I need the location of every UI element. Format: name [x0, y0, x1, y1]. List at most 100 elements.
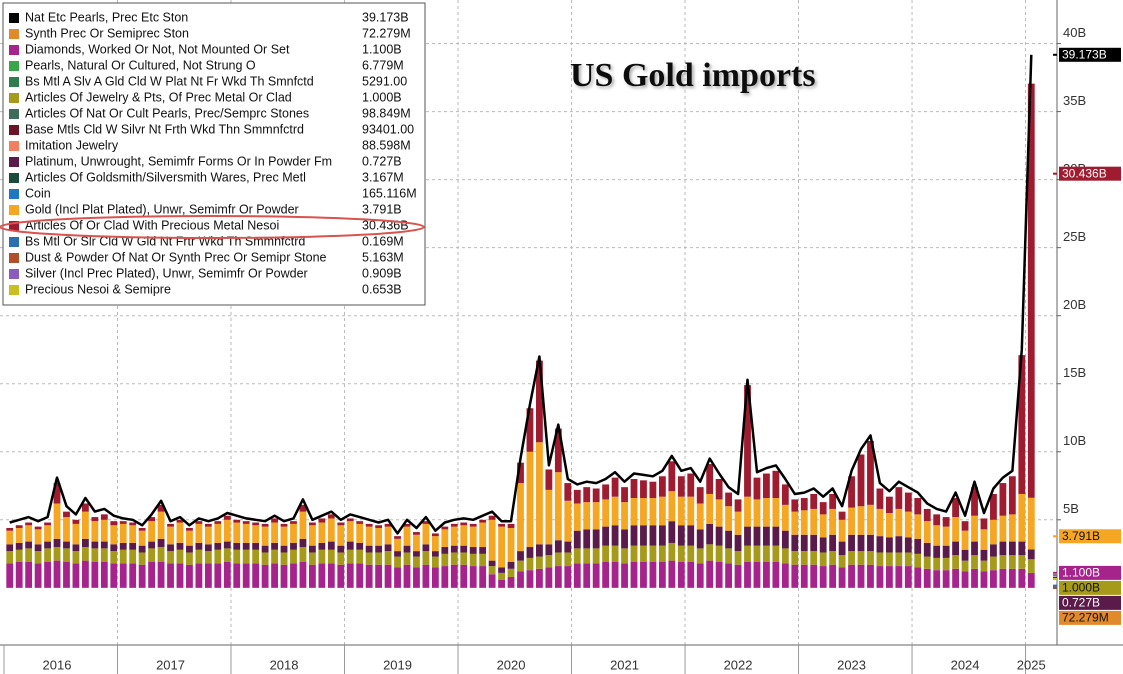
value-tag-box [1059, 166, 1121, 181]
bar [252, 549, 260, 564]
bar [223, 541, 231, 549]
bar [942, 526, 950, 546]
bar [649, 561, 657, 588]
bar [346, 563, 354, 588]
bar [744, 385, 751, 497]
legend-label: Bs Mtl Or Slr Cld W Gld Nt Frtr Wkd Th S… [25, 234, 305, 248]
bar [110, 551, 118, 564]
bar [337, 525, 345, 546]
bar [895, 566, 903, 588]
bar [290, 549, 297, 564]
legend-value: 6.779M [362, 58, 404, 72]
bar [952, 498, 960, 518]
bar [857, 454, 865, 507]
bar [488, 515, 496, 520]
bar [763, 473, 770, 499]
bar [53, 560, 61, 588]
bar [422, 564, 430, 588]
bar [100, 514, 108, 520]
bar [441, 547, 449, 554]
bar [952, 555, 960, 569]
bar [110, 544, 118, 552]
bar [753, 561, 761, 588]
bar [479, 547, 487, 554]
bar [668, 560, 676, 588]
bar [848, 507, 855, 535]
bar [119, 542, 127, 550]
bar [687, 496, 695, 526]
x-tick-label: 2025 [1017, 657, 1046, 672]
value-tag: 72.279M [1062, 611, 1109, 625]
bar [488, 574, 496, 588]
bar [91, 517, 99, 522]
bar [167, 523, 174, 527]
bar [763, 545, 770, 562]
bar [72, 544, 80, 552]
bar [488, 560, 496, 567]
bar [242, 549, 250, 564]
bar [971, 568, 978, 588]
legend-label: Bs Mtl A Slv A Gld Cld W Plat Nt Fr Wkd … [25, 74, 314, 88]
bar [630, 478, 638, 499]
bar [611, 545, 619, 562]
bar [460, 522, 468, 526]
bar [403, 545, 411, 553]
bar [44, 561, 51, 588]
bar [677, 476, 685, 497]
bar [6, 530, 14, 545]
bar [980, 571, 988, 588]
bar [848, 476, 855, 508]
bar [100, 541, 108, 549]
bar [848, 551, 855, 565]
bar [72, 551, 80, 564]
bar [942, 545, 950, 558]
legend-label: Articles Of Nat Or Cult Pearls, Prec/Sem… [25, 106, 309, 120]
bar [621, 529, 628, 549]
legend-label: Imitation Jewelry [25, 138, 119, 152]
bar [403, 526, 411, 546]
bar [658, 525, 666, 546]
bar [441, 553, 449, 567]
bar [885, 552, 893, 567]
bar [44, 541, 51, 549]
bar [914, 498, 922, 515]
bar [592, 548, 600, 564]
bar [365, 564, 373, 588]
bar [242, 521, 250, 524]
bar [167, 563, 174, 588]
bar [72, 519, 80, 524]
bar [857, 534, 865, 552]
bar [129, 525, 137, 543]
bar [971, 487, 978, 516]
legend-swatch [9, 77, 19, 87]
bar [715, 545, 723, 562]
bar [677, 525, 685, 546]
bar [583, 502, 591, 530]
bar [658, 561, 666, 588]
bar [15, 561, 23, 588]
value-tag: 30.436B [1062, 166, 1107, 180]
bar [980, 529, 988, 550]
legend: Nat Etc Pearls, Prec Etc Ston 39.173B Synt… [2, 2, 426, 306]
bar [186, 552, 193, 565]
bar [904, 492, 912, 512]
bar [375, 564, 383, 588]
bar [980, 549, 988, 561]
bar [791, 534, 799, 552]
bar [781, 484, 789, 505]
legend-value: 72.279M [362, 26, 411, 40]
bar [431, 536, 439, 552]
bar [810, 551, 818, 565]
bar [129, 542, 137, 550]
bar [914, 538, 922, 554]
legend-value: 0.909B [362, 266, 402, 280]
bar [895, 487, 903, 509]
legend-swatch [9, 141, 19, 151]
bar [573, 530, 581, 549]
axis-labels: 5B10B15B20B25B30B35B40B20162017201820192… [3, 25, 1086, 674]
bar [715, 478, 723, 500]
bar [384, 523, 392, 527]
bar [753, 477, 761, 500]
bar [819, 552, 827, 567]
bar [450, 552, 458, 565]
